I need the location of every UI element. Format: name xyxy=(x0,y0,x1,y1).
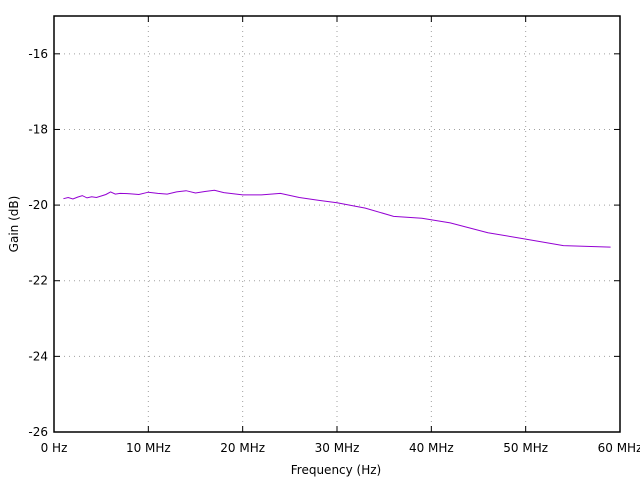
x-tick-label: 40 MHz xyxy=(409,441,454,455)
x-tick-label: 30 MHz xyxy=(315,441,360,455)
axis-ticks xyxy=(53,16,621,433)
series-layer xyxy=(63,189,611,248)
x-tick-label: 0 Hz xyxy=(41,441,68,455)
x-tick-label: 50 MHz xyxy=(503,441,548,455)
y-tick-label: -24 xyxy=(28,349,48,363)
tick-labels: 0 Hz 10 MHz 20 MHz 30 MHz 40 MHz 50 MHz 60 MHz… xyxy=(28,47,640,455)
gain-series-line xyxy=(63,189,611,248)
grid-lines xyxy=(54,16,620,432)
y-axis-title: Gain (dB) xyxy=(7,196,21,253)
y-tick-label: -20 xyxy=(28,198,48,212)
x-tick-label: 10 MHz xyxy=(126,441,171,455)
y-tick-label: -18 xyxy=(28,122,48,136)
x-tick-label: 20 MHz xyxy=(220,441,265,455)
y-tick-label: -16 xyxy=(28,47,48,61)
y-tick-label: -22 xyxy=(28,274,48,288)
y-tick-label: -26 xyxy=(28,425,48,439)
x-axis-title: Frequency (Hz) xyxy=(291,463,382,477)
x-tick-label: 60 MHz xyxy=(598,441,640,455)
plot-frame xyxy=(53,15,621,433)
